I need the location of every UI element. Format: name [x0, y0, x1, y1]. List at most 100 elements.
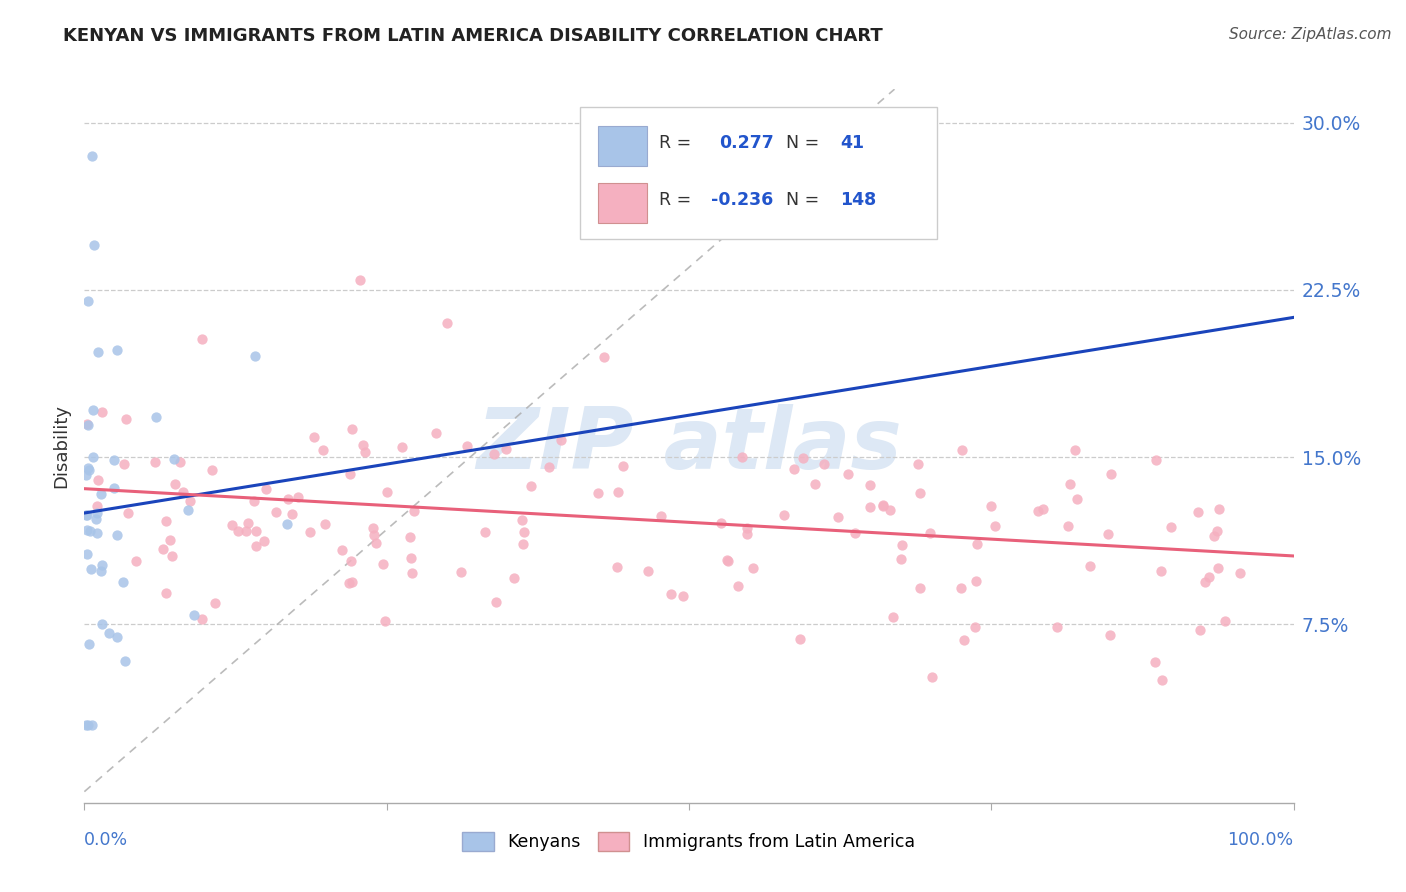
Point: [907, 457, 929, 471]
Point: [844, 526, 866, 541]
Point: [312, 442, 335, 457]
Point: [1046, 620, 1069, 634]
Point: [256, 482, 278, 496]
Point: [337, 576, 360, 591]
Point: [75, 508, 97, 522]
Point: [792, 451, 814, 466]
Point: [512, 537, 534, 551]
Point: [1031, 501, 1053, 516]
Point: [1026, 504, 1049, 518]
Text: -0.236: -0.236: [710, 191, 773, 209]
Point: [114, 654, 136, 668]
Text: 100.0%: 100.0%: [1227, 831, 1294, 849]
Point: [302, 430, 325, 444]
Point: [659, 587, 682, 601]
Point: [859, 477, 882, 491]
Point: [879, 503, 901, 517]
Point: [1206, 561, 1229, 575]
Point: [910, 486, 932, 500]
Point: [143, 455, 166, 469]
Point: [735, 521, 758, 535]
Point: [91, 405, 114, 419]
Point: [783, 462, 806, 476]
Point: [963, 620, 986, 634]
Point: [520, 479, 543, 493]
Point: [77, 417, 100, 432]
Point: [837, 467, 859, 482]
Point: [1098, 627, 1121, 641]
Point: [363, 527, 385, 541]
Point: [1064, 443, 1087, 458]
Point: [86, 506, 108, 520]
Point: [361, 521, 384, 535]
Point: [741, 561, 763, 575]
Point: [512, 513, 534, 527]
Point: [169, 455, 191, 469]
Point: [354, 445, 377, 459]
Point: [456, 439, 478, 453]
Point: [827, 510, 849, 524]
Point: [588, 485, 610, 500]
Point: [772, 508, 794, 523]
Point: [77, 463, 100, 477]
Point: [183, 608, 205, 623]
Point: [908, 582, 931, 596]
Point: [391, 440, 413, 454]
Point: [204, 596, 226, 610]
Point: [221, 518, 243, 533]
Point: [1188, 624, 1211, 638]
Point: [77, 293, 100, 308]
Point: [90, 558, 112, 573]
Point: [1229, 566, 1251, 580]
Point: [76, 523, 98, 537]
Point: [253, 534, 276, 549]
Point: [593, 350, 616, 364]
Text: 41: 41: [841, 134, 865, 152]
FancyBboxPatch shape: [581, 107, 936, 239]
Point: [606, 560, 628, 574]
Point: [165, 476, 187, 491]
Point: [90, 487, 112, 501]
Point: [82, 402, 104, 417]
Point: [402, 504, 425, 518]
Text: ZIP atlas: ZIP atlas: [477, 404, 901, 488]
Point: [474, 524, 496, 539]
Point: [80, 149, 103, 163]
Point: [637, 564, 659, 578]
Point: [813, 457, 835, 471]
Point: [330, 542, 353, 557]
Point: [76, 508, 98, 522]
Point: [264, 505, 287, 519]
Point: [485, 595, 508, 609]
Point: [125, 554, 148, 568]
Text: KENYAN VS IMMIGRANTS FROM LATIN AMERICA DISABILITY CORRELATION CHART: KENYAN VS IMMIGRANTS FROM LATIN AMERICA …: [63, 27, 883, 45]
Point: [339, 467, 361, 482]
Point: [159, 533, 181, 547]
Point: [371, 557, 394, 571]
Point: [90, 616, 112, 631]
Point: [374, 614, 396, 628]
Point: [86, 500, 108, 514]
Point: [349, 273, 371, 287]
Point: [1143, 655, 1166, 669]
Point: [76, 417, 98, 432]
Point: [90, 564, 112, 578]
Point: [859, 500, 882, 514]
Point: [314, 517, 336, 532]
Point: [789, 632, 811, 646]
Point: [731, 450, 754, 464]
Point: [238, 516, 260, 531]
Text: 0.0%: 0.0%: [84, 831, 128, 849]
Point: [155, 514, 177, 528]
Point: [716, 553, 738, 567]
Point: [513, 524, 536, 539]
Point: [890, 551, 912, 566]
Point: [152, 541, 174, 556]
Point: [495, 442, 517, 456]
FancyBboxPatch shape: [599, 183, 647, 223]
Point: [735, 527, 758, 541]
Point: [872, 500, 894, 514]
Point: [399, 551, 422, 566]
Point: [966, 537, 988, 551]
Point: [115, 412, 138, 426]
